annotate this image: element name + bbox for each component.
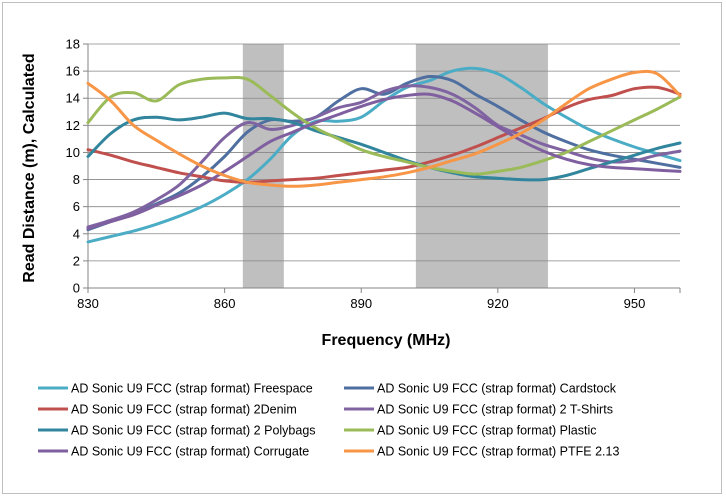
x-tick-label: 890 xyxy=(350,296,372,311)
legend-label-7: AD Sonic U9 FCC (strap format) Corrugate xyxy=(71,445,309,459)
legend-label-2: AD Sonic U9 FCC (strap format) Cardstock xyxy=(377,382,617,396)
series-line-7 xyxy=(86,92,682,230)
x-axis-title: Frequency (MHz) xyxy=(322,332,451,349)
y-tick-label: 0 xyxy=(73,281,80,296)
series-lines xyxy=(86,66,682,244)
series-line-3 xyxy=(86,85,682,184)
y-tick-label: 8 xyxy=(73,172,80,187)
series-line-6 xyxy=(86,75,682,176)
series-line-5 xyxy=(86,111,682,182)
legend-label-5: AD Sonic U9 FCC (strap format) 2 Polybag… xyxy=(71,424,316,438)
series-line-8 xyxy=(86,69,682,188)
shaded-bands xyxy=(242,44,548,288)
x-tick-label: 860 xyxy=(214,296,236,311)
x-tick-label: 830 xyxy=(77,296,99,311)
y-tick-label: 18 xyxy=(66,37,80,52)
y-tick-label: 12 xyxy=(66,118,80,133)
tick-labels: 0 2 4 6 8 10 12 14 16 18 830 860 890 920 950 xyxy=(66,37,646,312)
y-tick-label: 2 xyxy=(73,253,80,268)
y-axis-title: Read Distance (m), Calculated xyxy=(21,53,38,282)
y-tick-label: 14 xyxy=(66,91,80,106)
legend-label-8: AD Sonic U9 FCC (strap format) PTFE 2.13 xyxy=(377,445,619,459)
series-line-4 xyxy=(86,84,682,229)
chart-frame: 0 2 4 6 8 10 12 14 16 18 830 860 890 920 950 Frequency… xyxy=(2,2,722,494)
x-tick-label: 950 xyxy=(624,296,646,311)
series-line-2 xyxy=(86,74,682,232)
y-tick-label: 6 xyxy=(73,199,80,214)
x-tick-label: 920 xyxy=(487,296,509,311)
legend-label-1: AD Sonic U9 FCC (strap format) Freespace xyxy=(71,382,313,396)
legend-label-4: AD Sonic U9 FCC (strap format) 2 T-Shirt… xyxy=(377,403,613,417)
y-tick-label: 16 xyxy=(66,64,80,79)
line-chart: 0 2 4 6 8 10 12 14 16 18 830 860 890 920 950 Frequency… xyxy=(21,37,682,459)
legend-label-3: AD Sonic U9 FCC (strap format) 2Denim xyxy=(71,403,297,417)
y-tick-label: 4 xyxy=(73,226,80,241)
legend-label-6: AD Sonic U9 FCC (strap format) Plastic xyxy=(377,424,597,438)
y-tick-label: 10 xyxy=(66,145,80,160)
legend: AD Sonic U9 FCC (strap format) Freespace… xyxy=(38,382,619,459)
